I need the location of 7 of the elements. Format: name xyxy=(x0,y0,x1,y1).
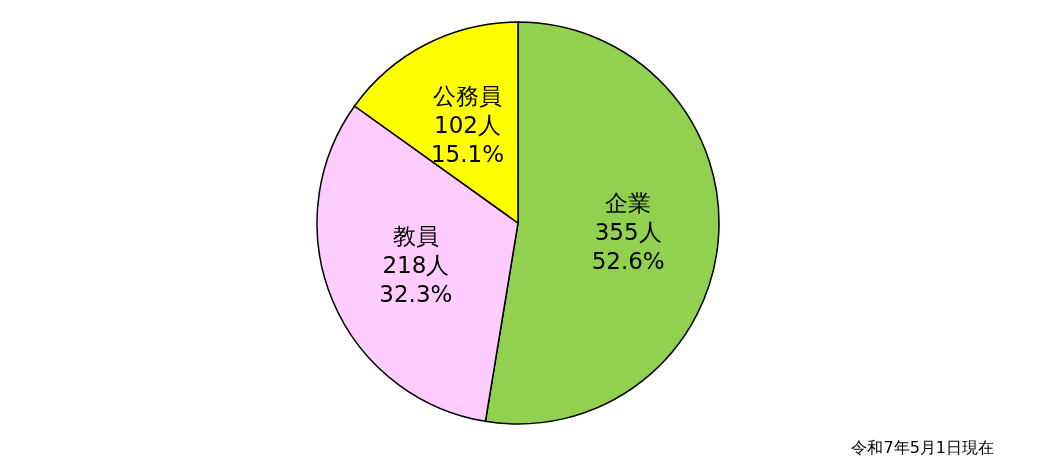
data-label: 218人 32.3% xyxy=(379,252,453,308)
data-label: 355人 52.6% xyxy=(591,218,665,274)
slice-label: 公務員 xyxy=(432,82,502,109)
slice-label: 企業 xyxy=(605,189,652,216)
data-label: 102人 15.1% xyxy=(430,111,505,167)
slice-label: 教員 xyxy=(392,223,439,250)
text: 令和7年5月1日現在 xyxy=(851,438,994,459)
